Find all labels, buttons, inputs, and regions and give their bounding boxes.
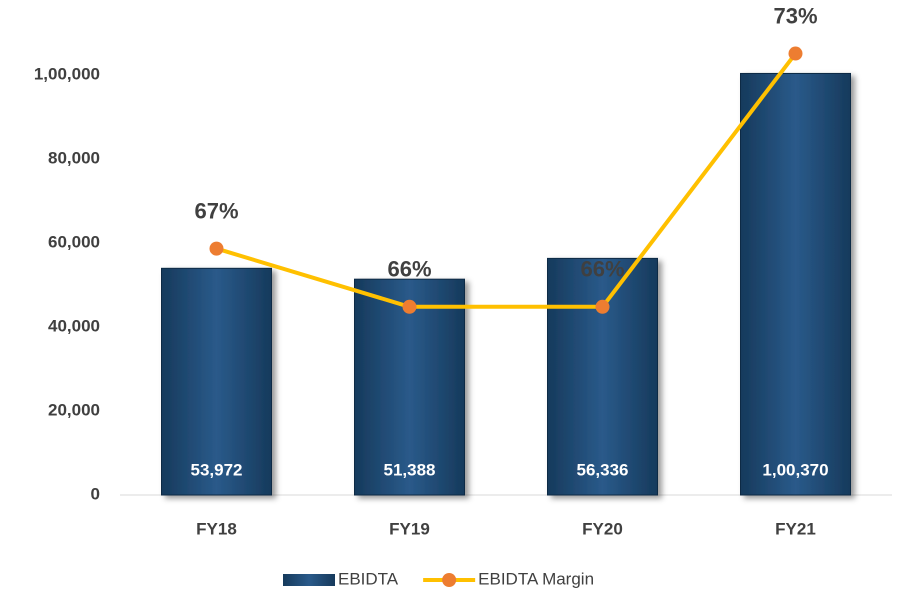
line-marker [402, 299, 417, 314]
y-tick-label: 60,000 [48, 232, 100, 251]
line-marker [788, 46, 803, 61]
line-value-label: 66% [387, 257, 431, 282]
x-tick-label: FY19 [389, 519, 430, 538]
legend-label: EBIDTA Margin [478, 569, 594, 588]
legend-swatch [283, 574, 335, 586]
y-tick-label: 40,000 [48, 316, 100, 335]
legend-marker [442, 573, 457, 587]
legend-label: EBIDTA [338, 569, 399, 588]
bar-value-label: 53,972 [191, 460, 243, 479]
bar [354, 278, 465, 496]
line-value-label: 66% [580, 257, 624, 282]
line [215, 52, 798, 309]
bar-value-label: 51,388 [384, 460, 436, 479]
line-value-label: 73% [773, 3, 817, 28]
x-tick-label: FY20 [582, 519, 623, 538]
y-tick-label: 1,00,000 [34, 64, 100, 83]
line-value-label: 67% [194, 198, 238, 223]
y-tick-label: 80,000 [48, 148, 100, 167]
x-tick-label: FY18 [196, 519, 237, 538]
x-tick-label: FY21 [775, 519, 816, 538]
line-marker [595, 299, 610, 314]
bar [161, 267, 272, 496]
y-tick-label: 20,000 [48, 400, 100, 419]
bar-value-label: 56,336 [577, 460, 629, 479]
bar-value-label: 1,00,370 [762, 460, 828, 479]
bar [740, 72, 851, 496]
y-tick-label: 0 [91, 484, 100, 503]
line-marker [209, 241, 224, 256]
bar [547, 257, 658, 496]
